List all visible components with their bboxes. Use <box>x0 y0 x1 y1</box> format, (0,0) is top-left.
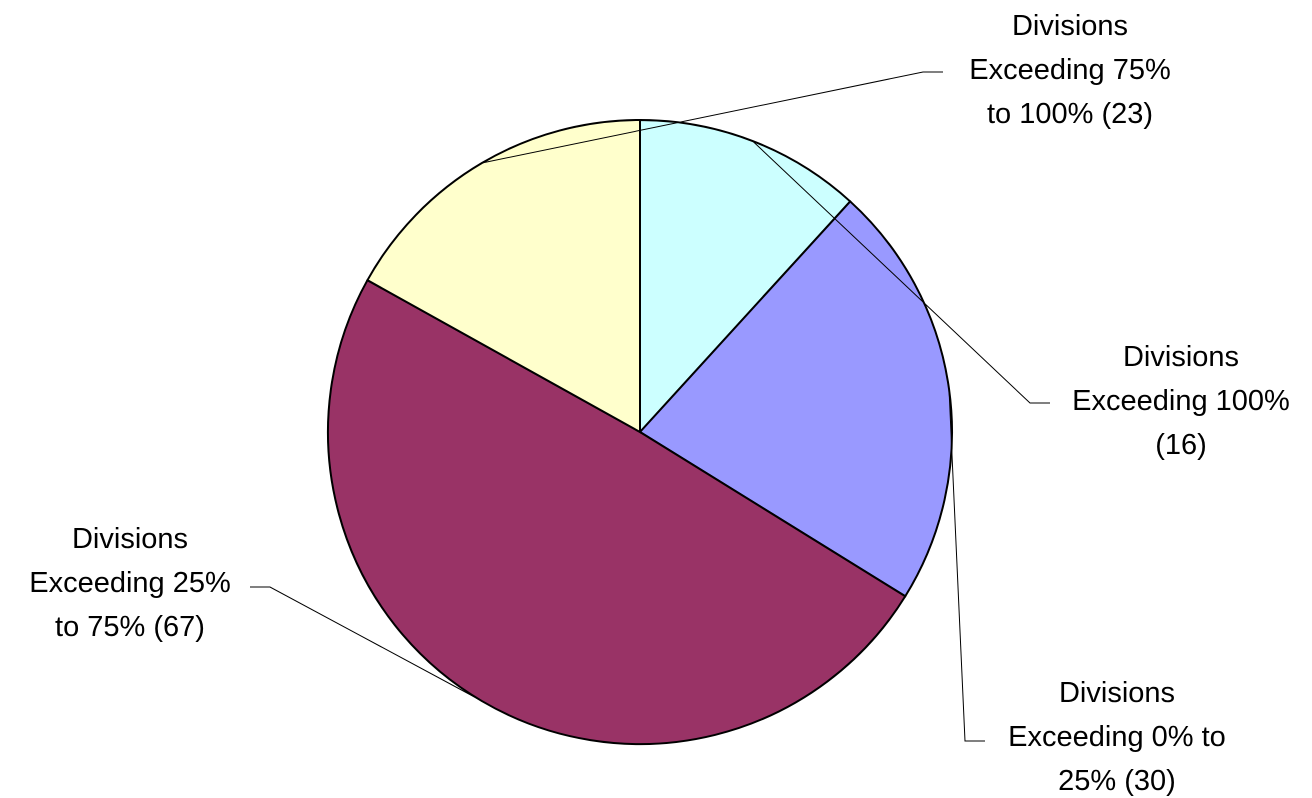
slice-label-line: Exceeding 25% <box>29 567 231 599</box>
leader-line-1 <box>752 140 1050 404</box>
slice-label-exceeding-100: Divisions Exceeding 100% (16) <box>1072 341 1290 461</box>
leader-line-3 <box>250 586 483 702</box>
slice-label-line: Divisions <box>1123 341 1239 373</box>
leader-line-2 <box>948 388 985 742</box>
slice-label-line: Exceeding 0% to <box>1008 721 1226 753</box>
slice-label-line: Divisions <box>1059 677 1175 709</box>
slice-label-line: Divisions <box>1012 10 1128 42</box>
slice-label-line: Exceeding 75% <box>969 54 1171 86</box>
pie-slices <box>326 118 954 746</box>
slice-label-line: to 75% (67) <box>55 611 205 643</box>
slice-label-exceeding-0-to-25: Divisions Exceeding 0% to 25% (30) <box>1008 677 1226 797</box>
leader-line-4 <box>481 71 943 164</box>
slice-label-line: to 100% (23) <box>987 98 1153 130</box>
pie-slice-3 <box>326 278 907 746</box>
pie-slice-2 <box>638 200 954 598</box>
leader-lines <box>250 71 1050 742</box>
slice-label-exceeding-75-to-100: Divisions Exceeding 75% to 100% (23) <box>969 10 1171 130</box>
slice-label-exceeding-25-to-75: Divisions Exceeding 25% to 75% (67) <box>29 523 231 643</box>
slice-label-line: 25% (30) <box>1058 765 1176 797</box>
slice-label-line: (16) <box>1155 429 1207 461</box>
slice-label-line: Divisions <box>72 523 188 555</box>
pie-slice-1 <box>639 118 852 435</box>
slice-label-line: Exceeding 100% <box>1072 385 1290 417</box>
